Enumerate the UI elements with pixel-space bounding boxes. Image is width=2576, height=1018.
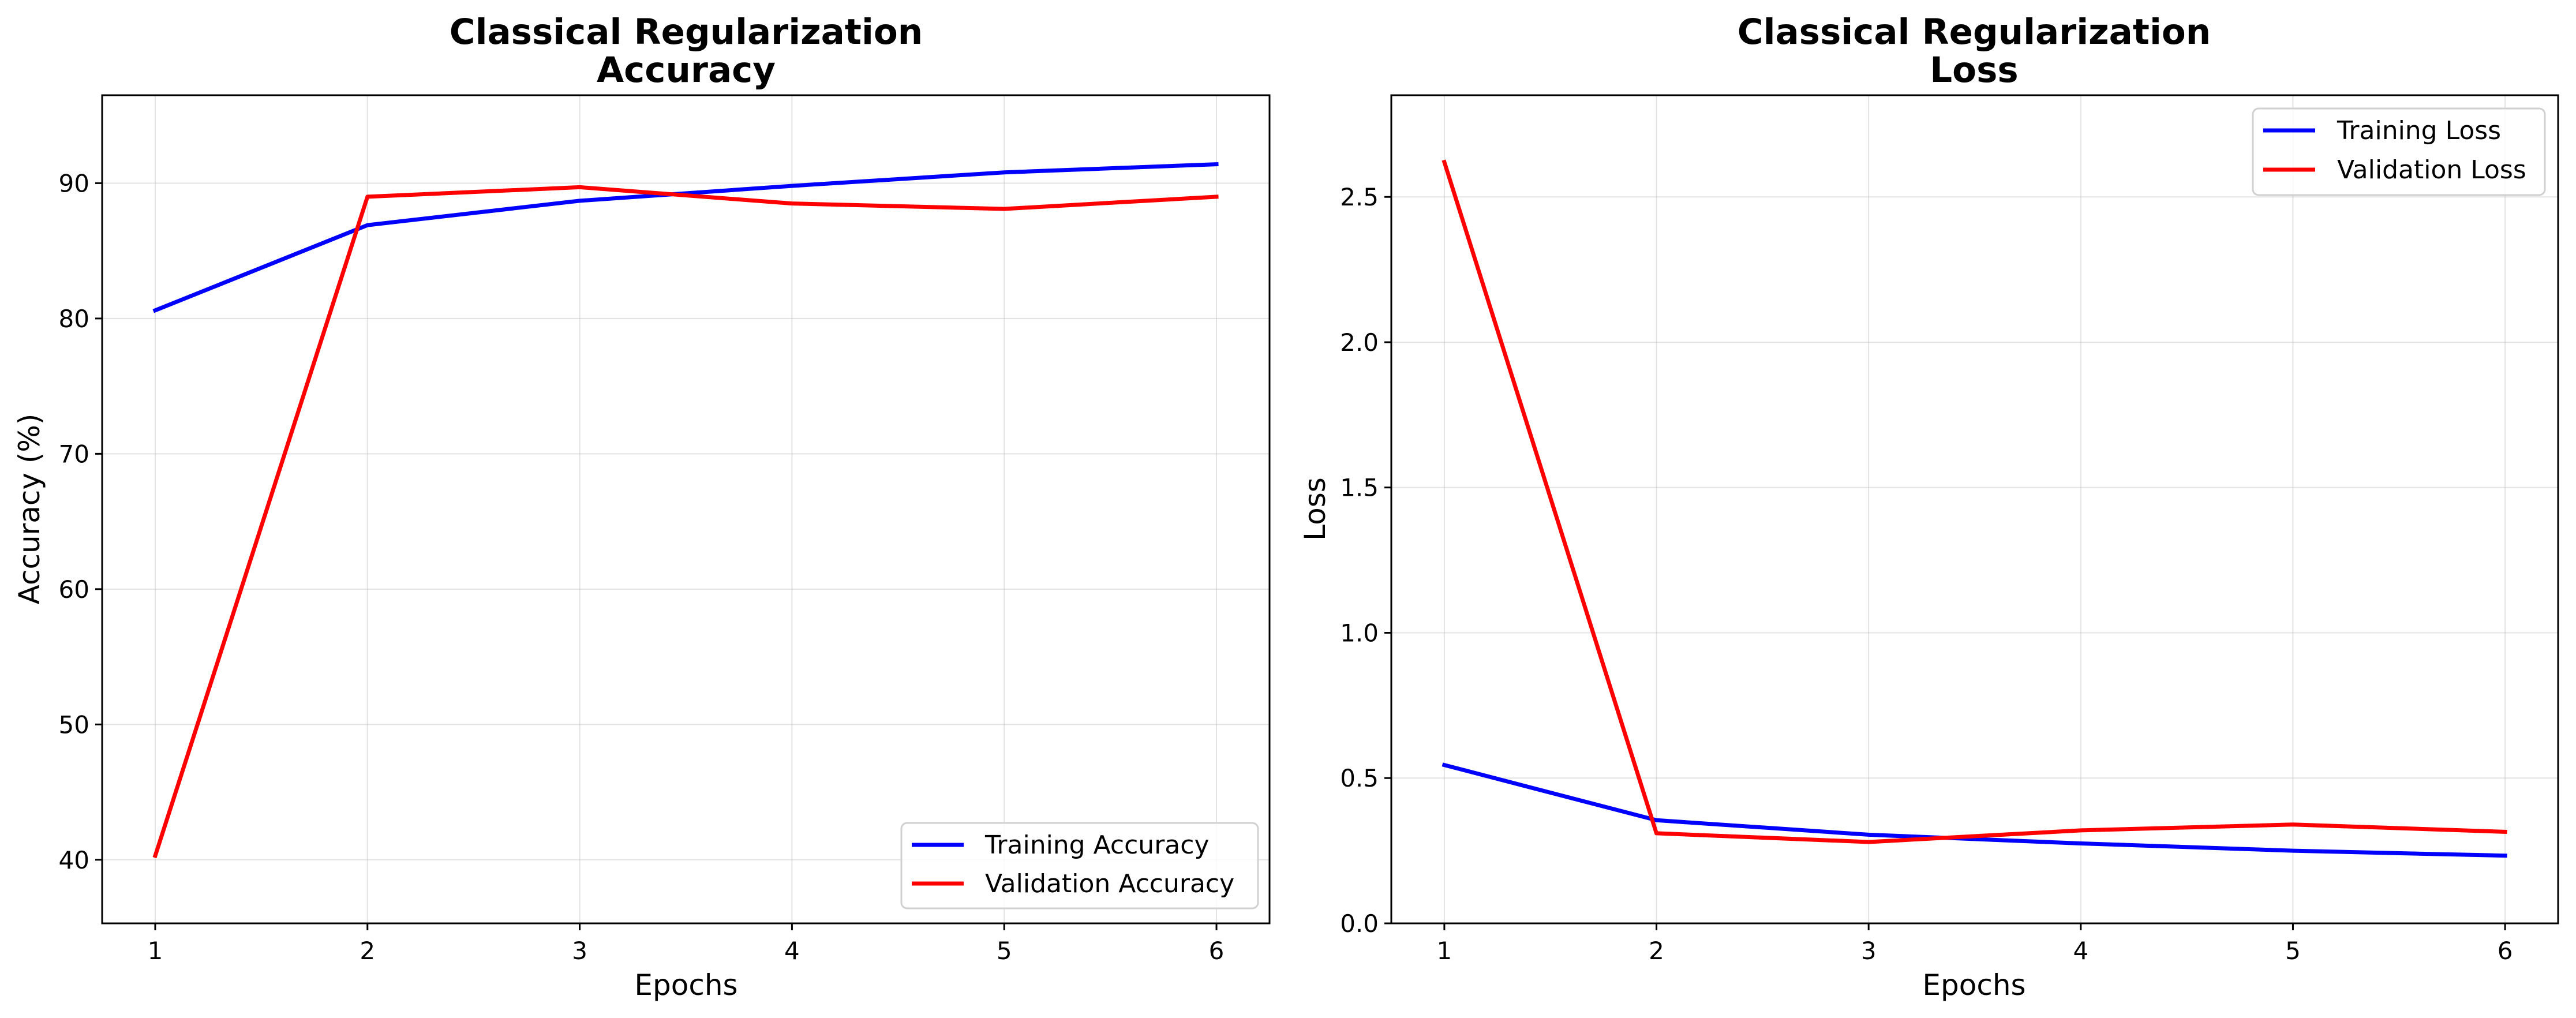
accuracy-x-tick-label: 6 — [1209, 937, 1225, 965]
loss-y-tick-label: 2.5 — [1340, 183, 1379, 211]
accuracy-y-tick-label: 40 — [59, 846, 89, 874]
loss-y-tick-label: 1.0 — [1340, 619, 1379, 647]
loss-y-tick-label: 0.5 — [1340, 764, 1379, 792]
loss-legend: Training Loss Validation Loss — [2252, 107, 2546, 196]
loss-y-axis-label: Loss — [1298, 477, 1332, 541]
accuracy-y-tick-label: 90 — [59, 169, 89, 197]
accuracy-y-tick-label: 70 — [59, 440, 89, 468]
loss-series-validation-loss — [1441, 159, 2507, 844]
loss-legend-label-validation: Validation Loss — [2337, 155, 2526, 185]
loss-grid — [1391, 95, 2558, 924]
loss-y-tick-label: 2.0 — [1340, 328, 1379, 357]
loss-ticks: 1 2 3 4 5 6 0.0 0.5 1.0 1.5 2.0 2.5 — [1340, 183, 2513, 965]
accuracy-x-tick-label: 3 — [572, 937, 587, 965]
accuracy-chart-title-line-1: Classical Regularization — [450, 12, 923, 53]
loss-x-axis-label: Epochs — [1922, 968, 2025, 1002]
loss-x-tick-label: 5 — [2285, 937, 2301, 965]
loss-x-tick-label: 1 — [1437, 937, 1452, 965]
loss-series-training-loss — [1441, 762, 2507, 858]
accuracy-legend: Training Accuracy Validation Accuracy — [900, 822, 1259, 910]
loss-chart-title-line-2: Loss — [1930, 50, 2018, 91]
accuracy-y-axis-label: Accuracy (%) — [13, 414, 46, 605]
loss-legend-label-training: Training Loss — [2337, 116, 2501, 145]
loss-x-tick-label: 2 — [1649, 937, 1664, 965]
loss-x-tick-label: 4 — [2073, 937, 2088, 965]
accuracy-legend-box — [900, 822, 1259, 910]
loss-legend-box — [2252, 107, 2546, 196]
accuracy-x-tick-label: 1 — [148, 937, 163, 965]
loss-x-tick-label: 6 — [2498, 937, 2513, 965]
accuracy-x-tick-label: 4 — [784, 937, 800, 965]
accuracy-axes-frame — [101, 94, 1271, 925]
loss-y-tick-label: 0.0 — [1340, 910, 1379, 938]
loss-axes-frame — [1390, 94, 2559, 925]
accuracy-legend-label-training: Training Accuracy — [984, 830, 1209, 860]
accuracy-ticks: 1 2 3 4 5 6 40 50 60 70 80 90 — [59, 169, 1225, 965]
accuracy-series — [152, 162, 1219, 859]
accuracy-chart-title-line-2: Accuracy — [597, 50, 776, 91]
loss-chart-title-line-1: Classical Regularization — [1738, 12, 2211, 53]
accuracy-series-validation-accuracy — [152, 185, 1219, 859]
loss-series — [1441, 159, 2507, 858]
accuracy-chart: Classical Regularization Accuracy 1 2 3 4 5 6… — [13, 12, 1271, 1002]
accuracy-x-tick-label: 5 — [997, 937, 1012, 965]
loss-x-tick-label: 3 — [1861, 937, 1877, 965]
accuracy-x-tick-label: 2 — [360, 937, 375, 965]
accuracy-x-axis-label: Epochs — [634, 968, 737, 1002]
accuracy-y-tick-label: 50 — [59, 710, 89, 739]
accuracy-y-tick-label: 60 — [59, 575, 89, 604]
accuracy-y-tick-label: 80 — [59, 305, 89, 333]
accuracy-legend-label-validation: Validation Accuracy — [985, 869, 1234, 899]
loss-chart: Classical Regularization Loss 1 2 3 4 5 6 0.0 0… — [1298, 12, 2559, 1002]
loss-y-tick-label: 1.5 — [1340, 474, 1379, 502]
